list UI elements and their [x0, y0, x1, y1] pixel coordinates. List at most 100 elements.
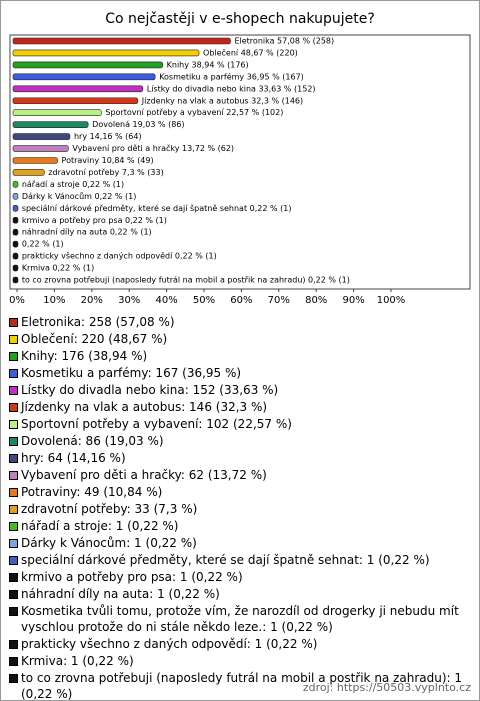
legend-item: to co zrovna potřebuji (naposledy futrál…: [9, 670, 471, 701]
legend-swatch: [9, 539, 18, 548]
legend-item: speciální dárkové předměty, které se daj…: [9, 552, 471, 568]
bar: [12, 205, 19, 212]
legend-label: náhradní díly na auta: 1 (0,22 %): [21, 587, 220, 601]
legend-item: Kosmetiku a parfémy: 167 (36,95 %): [9, 365, 471, 381]
bar: [12, 181, 19, 188]
bar-label: 0,22 % (1): [22, 240, 64, 249]
bar: [12, 193, 19, 200]
bar: [12, 37, 231, 45]
legend-label: nářadí a stroje: 1 (0,22 %): [21, 519, 179, 533]
legend-swatch: [9, 590, 18, 599]
legend-swatch: [9, 420, 18, 429]
bar-label: náhradní díly na auta 0,22 % (1): [22, 228, 152, 237]
x-tick-label: 10%: [43, 295, 65, 306]
x-tick-label: 90%: [342, 295, 364, 306]
legend-item: Jízdenky na vlak a autobus: 146 (32,3 %): [9, 399, 471, 415]
bar-label: Dárky k Vánocům 0,22 % (1): [22, 191, 137, 201]
x-tick-label: 40%: [155, 295, 177, 306]
legend-label: prakticky všechno z daných odpovědí: 1 (…: [21, 637, 318, 651]
legend-label: Dovolená: 86 (19,03 %): [21, 434, 164, 448]
legend-label: zdravotní potřeby: 33 (7,3 %): [21, 502, 198, 516]
bar-label: speciální dárkové předměty, které se daj…: [22, 203, 292, 213]
bar: [12, 109, 102, 116]
legend-label: krmivo a potřeby pro psa: 1 (0,22 %): [21, 570, 243, 584]
legend-item: Potraviny: 49 (10,84 %): [9, 484, 471, 500]
legend-swatch: [9, 318, 18, 327]
bar: [12, 252, 19, 260]
legend-item: Dárky k Vánocům: 1 (0,22 %): [9, 535, 471, 551]
bar-label: Sportovní potřeby a vybavení 22,57 % (10…: [105, 108, 283, 117]
x-tick-label: 30%: [118, 295, 140, 306]
bar: [12, 276, 19, 284]
x-tick-label: 50%: [193, 295, 215, 306]
bar-label: to co zrovna potřebuji (naposledy futrál…: [22, 276, 350, 285]
legend-label: Vybavení pro děti a hračky: 62 (13,72 %): [21, 468, 267, 482]
legend-item: Lístky do divadla nebo kina: 152 (33,63 …: [9, 382, 471, 398]
bar: [12, 73, 156, 81]
x-tick-label: 100%: [377, 295, 406, 306]
legend-item: náhradní díly na auta: 1 (0,22 %): [9, 586, 471, 602]
legend: Eletronika: 258 (57,08 %) Oblečení: 220 (…: [9, 314, 471, 701]
legend-item: zdravotní potřeby: 33 (7,3 %): [9, 501, 471, 517]
bar: [12, 264, 19, 272]
legend-label: Knihy: 176 (38,94 %): [21, 349, 148, 363]
bar-label: Kosmetiku a parfémy 36,95 % (167): [159, 71, 304, 81]
legend-item: Dovolená: 86 (19,03 %): [9, 433, 471, 449]
bar: [12, 97, 139, 105]
legend-swatch: [9, 386, 18, 395]
bar: [12, 85, 144, 93]
chart-title: Co nejčastěji v e-shopech nakupujete?: [105, 11, 375, 27]
legend-swatch: [9, 471, 18, 480]
x-tick-label: 70%: [268, 295, 290, 306]
legend-swatch: [9, 505, 18, 514]
legend-label: Kosmetika tvůli tomu, protože vím, že na…: [21, 604, 459, 634]
legend-item: nářadí a stroje: 1 (0,22 %): [9, 518, 471, 534]
legend-item: Kosmetika tvůli tomu, protože vím, že na…: [9, 603, 471, 635]
bar-label: Vybavení pro děti a hračky 13,72 % (62): [72, 143, 234, 153]
x-tick-label: 0%: [9, 295, 25, 306]
legend-item: Vybavení pro děti a hračky: 62 (13,72 %): [9, 467, 471, 483]
legend-label: Potraviny: 49 (10,84 %): [21, 485, 163, 499]
bar-label: Knihy 38,94 % (176): [167, 60, 249, 69]
legend-label: Krmiva: 1 (0,22 %): [21, 654, 134, 668]
legend-label: Eletronika: 258 (57,08 %): [21, 315, 175, 329]
legend-label: Oblečení: 220 (48,67 %): [21, 332, 168, 346]
legend-label: to co zrovna potřebuji (naposledy futrál…: [21, 671, 463, 701]
bar-label: hry 14,16 % (64): [74, 132, 142, 141]
legend-swatch: [9, 403, 18, 412]
plot-frame: [9, 34, 471, 290]
legend-label: Kosmetiku a parfémy: 167 (36,95 %): [21, 366, 242, 380]
legend-swatch: [9, 556, 18, 565]
legend-swatch: [9, 488, 18, 497]
legend-item: Sportovní potřeby a vybavení: 102 (22,57…: [9, 416, 471, 432]
bar: [12, 49, 200, 57]
legend-item: prakticky všechno z daných odpovědí: 1 (…: [9, 636, 471, 652]
x-tick-label: 80%: [305, 295, 327, 306]
x-tick-label: 60%: [230, 295, 252, 306]
legend-swatch: [9, 352, 18, 361]
bar: [12, 121, 89, 128]
bar: [12, 216, 19, 224]
bar-label: zdravotní potřeby 7,3 % (33): [48, 168, 163, 177]
bar: [12, 133, 71, 140]
bar: [12, 61, 163, 69]
legend-swatch: [9, 437, 18, 446]
legend-label: hry: 64 (14,16 %): [21, 451, 126, 465]
bar-label: Jízdenky na vlak a autobus 32,3 % (146): [141, 96, 303, 105]
legend-swatch: [9, 573, 18, 582]
bar-label: Eletronika 57,08 % (258): [234, 37, 334, 46]
legend-label: Dárky k Vánocům: 1 (0,22 %): [21, 536, 197, 550]
chart: Co nejčastěji v e-shopech nakupujete? 0%…: [9, 11, 471, 306]
legend-label: speciální dárkové předměty, které se daj…: [21, 553, 430, 567]
source: zdroj: https://50503.vyplnto.cz: [302, 681, 471, 694]
legend-item: Eletronika: 258 (57,08 %): [9, 314, 471, 330]
bar-label: Lístky do divadla nebo kina 33,63 % (152…: [147, 84, 316, 93]
legend-item: hry: 64 (14,16 %): [9, 450, 471, 466]
legend-swatch: [9, 369, 18, 378]
bar-label: Krmiva 0,22 % (1): [22, 264, 94, 273]
bar-label: nářadí a stroje 0,22 % (1): [22, 180, 124, 189]
bar: [12, 228, 19, 236]
legend-item: krmivo a potřeby pro psa: 1 (0,22 %): [9, 569, 471, 585]
bar-label: krmivo a potřeby pro psa 0,22 % (1): [22, 216, 167, 225]
